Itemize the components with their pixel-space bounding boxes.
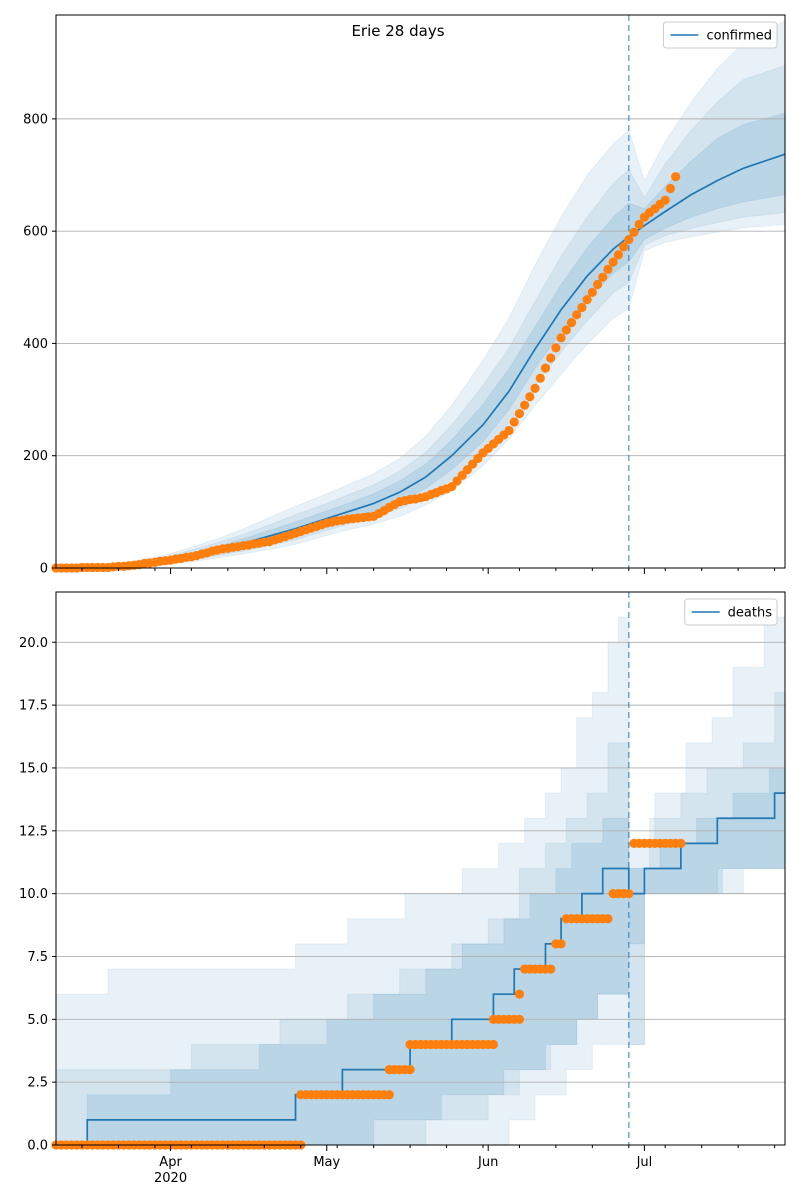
y-tick-label: 200 [23,449,48,464]
observed-point [540,363,551,373]
y-tick-label: 400 [23,337,48,352]
observed-point [598,272,608,282]
y-tick-label: 0 [40,562,48,577]
confirmed-chart: 0 200 400 600 800 confirmed [23,14,786,577]
observed-point [660,195,670,205]
confidence-band [55,616,786,1146]
legend-frame [684,598,778,626]
observed-point [525,392,535,402]
observed-point [671,172,681,182]
observed-point [514,989,525,999]
x-tick-label: Jul [636,1155,653,1170]
y-tick-label: 15.0 [19,761,48,776]
y-tick-label: 12.5 [19,824,48,839]
y-tick-label: 2.5 [27,1076,48,1091]
y-tick-label: 7.5 [27,950,48,965]
x-tick-label: May [313,1155,340,1170]
observed-point [384,1090,394,1100]
observed-point [618,242,629,252]
observed-point [582,295,592,305]
observed-point [520,400,530,410]
observed-point [514,409,525,419]
observed-point [504,425,514,436]
deaths-chart: 0.0 2.5 5.0 7.5 10.0 12.5 15.0 17.5 20.0 Apr2020… [19,591,786,1186]
y-tick-label: 0.0 [27,1139,48,1154]
plot-frame [55,591,786,1146]
y-tick-label: 5.0 [27,1013,48,1028]
observed-point [556,333,566,343]
observed-point [629,227,639,237]
observed-point [587,287,597,297]
observed-point [566,318,577,328]
y-tick-label: 10.0 [19,887,48,902]
observed-point [535,373,545,383]
observed-point [556,939,566,949]
observed-point [509,417,519,427]
legend-frame [662,21,778,49]
observed-point [514,1014,525,1024]
y-tick-label: 17.5 [19,699,48,714]
observed-point [405,1064,415,1075]
observed-point [603,914,613,924]
observed-point [624,889,634,899]
confidence-band [55,19,786,569]
observed-point [592,279,603,290]
y-tick-label: 20.0 [19,636,48,651]
y-tick-label: 800 [23,112,48,127]
x-tick-label: Apr [159,1155,182,1170]
x-tick-sublabel: 2020 [154,1171,187,1186]
deaths-legend: deaths [684,598,778,626]
observed-point [561,325,571,335]
observed-point [530,383,540,393]
observed-point [665,183,676,194]
legend-label-confirmed: confirmed [706,29,772,44]
observed-point [613,250,623,260]
confirmed-legend: confirmed [662,21,778,49]
legend-label-deaths: deaths [728,606,773,621]
observed-point [603,264,613,274]
x-tick-label: Jun [477,1155,498,1170]
plot-frame [55,14,786,569]
y-tick-label: 600 [23,225,48,240]
observed-point [624,234,634,245]
observed-point [551,343,561,353]
observed-point [546,353,556,363]
observed-point [546,964,556,974]
observed-point [572,310,582,320]
observed-point [676,838,686,848]
observed-point [488,1039,498,1050]
observed-point [608,257,618,267]
observed-point [634,219,644,230]
observed-point [577,302,587,313]
figure-title: Erie 28 days [351,22,444,40]
